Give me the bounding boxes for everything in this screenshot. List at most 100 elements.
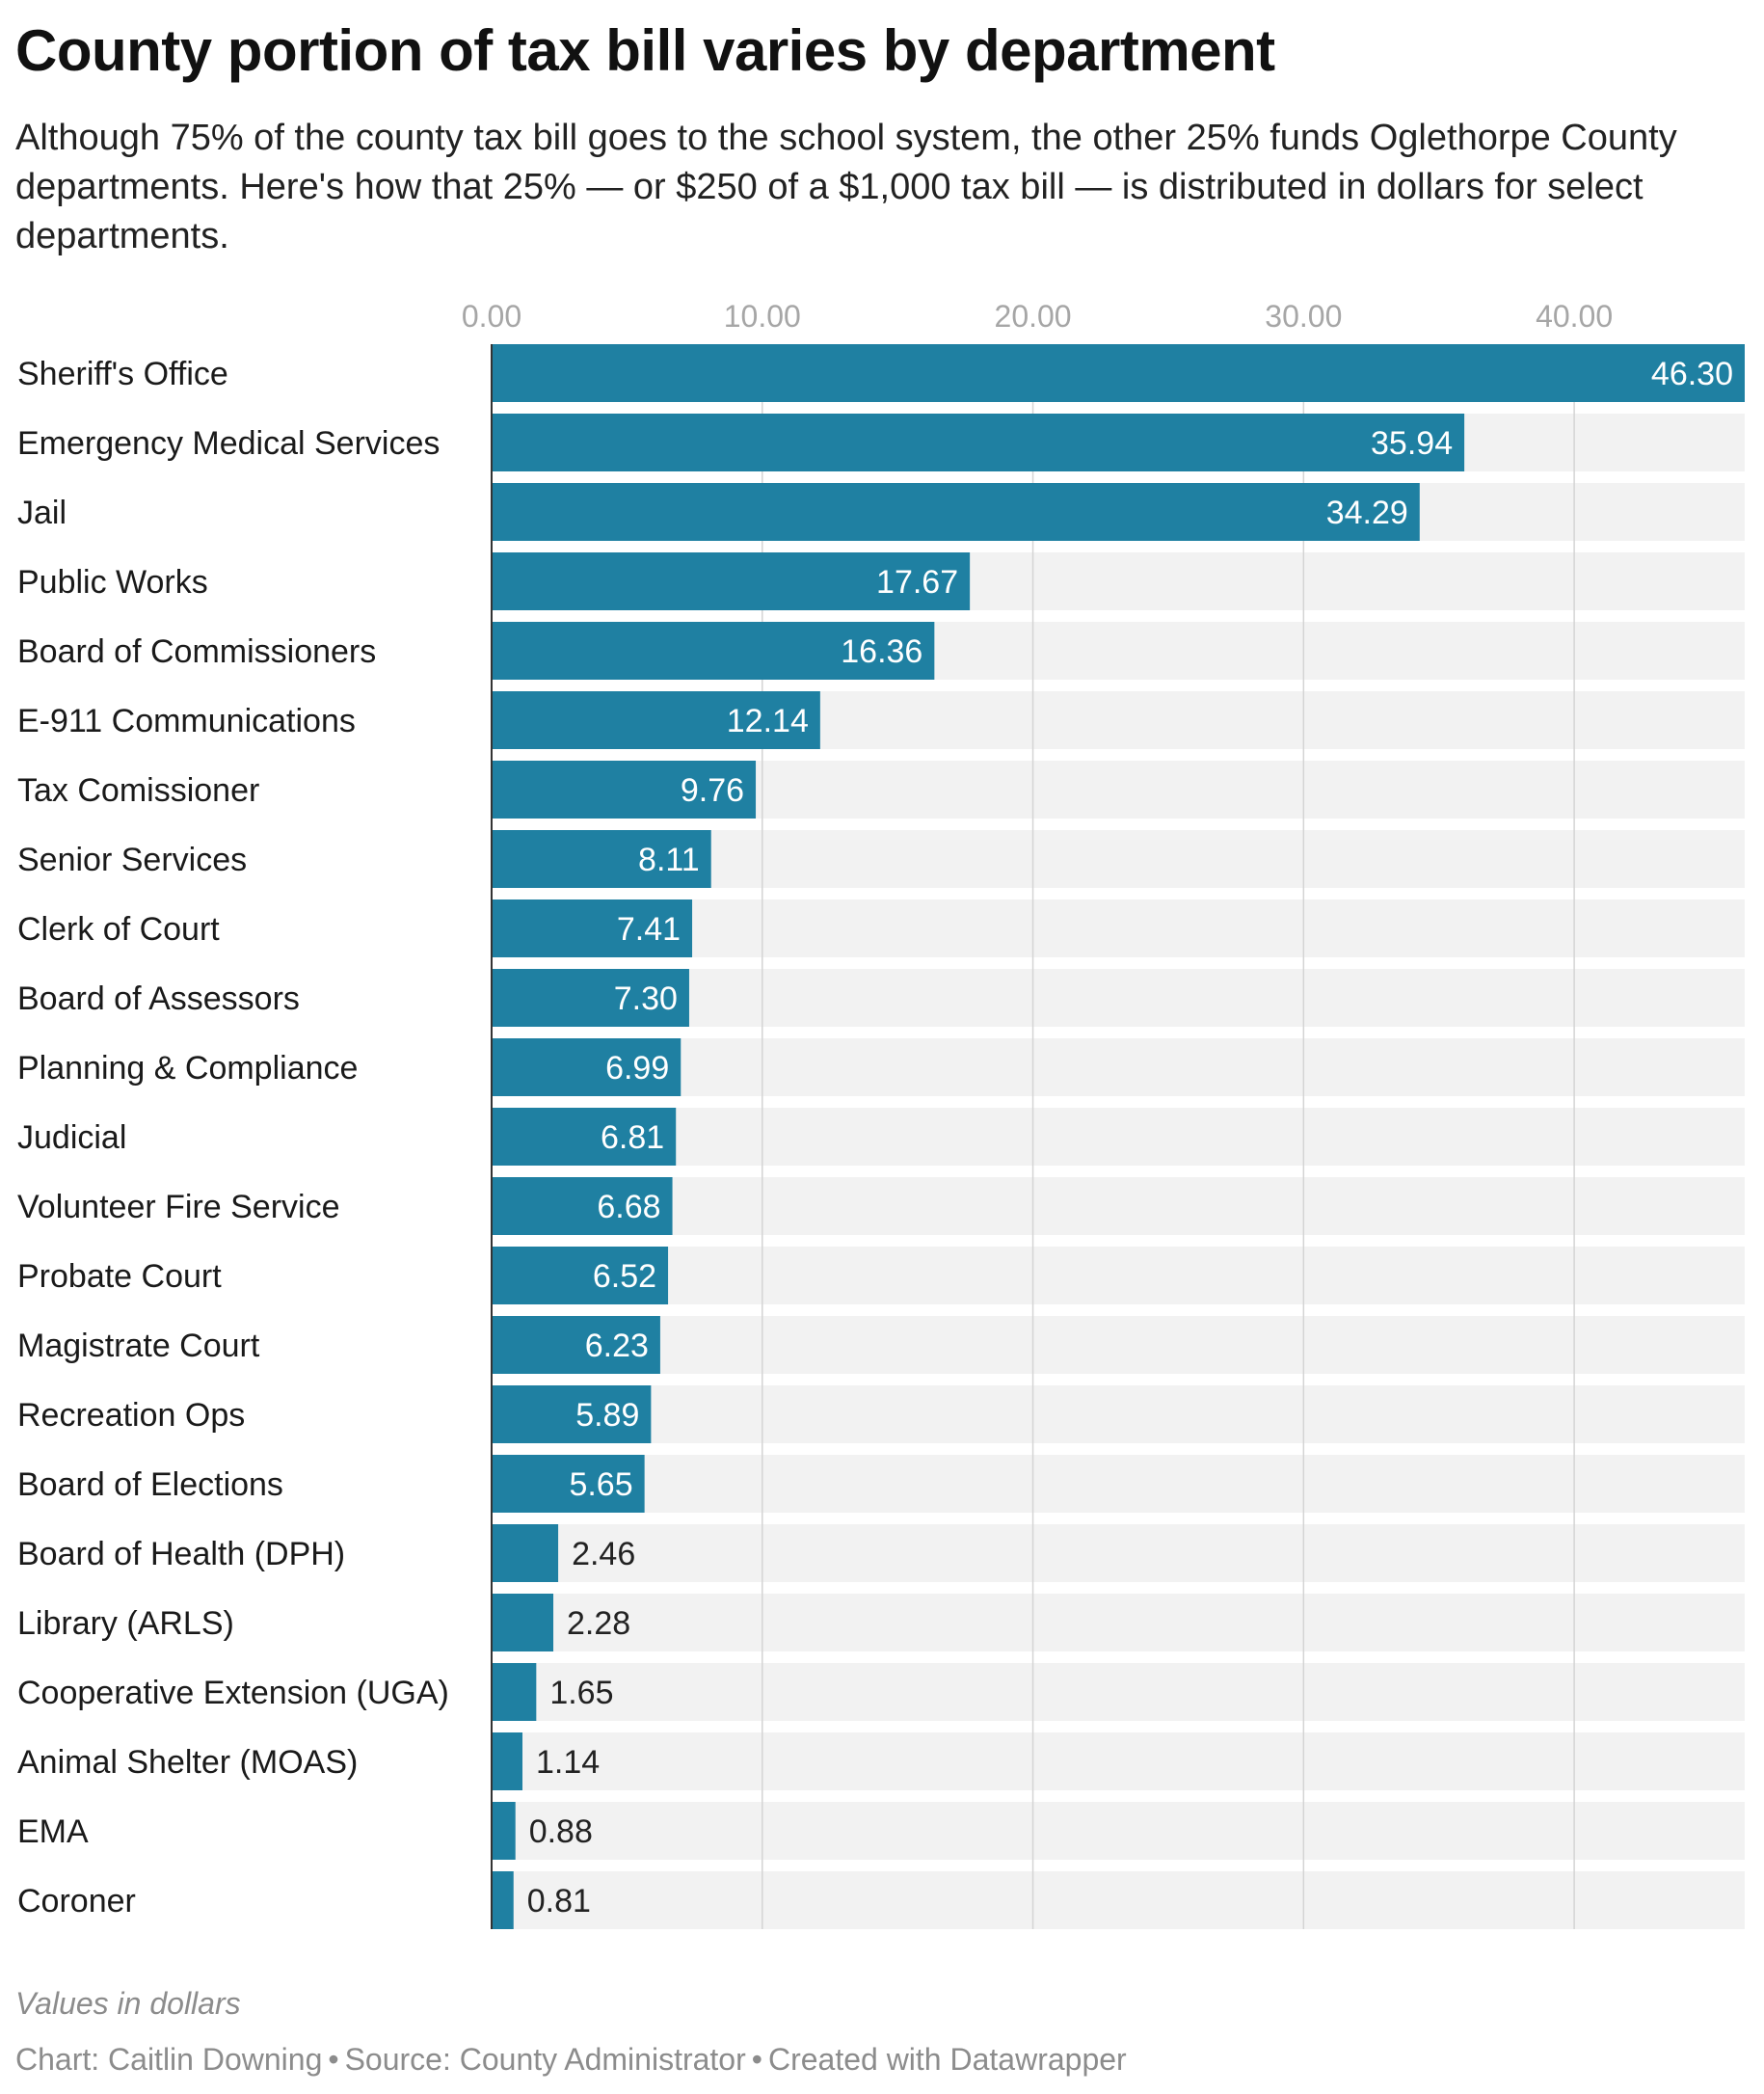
bar — [492, 1732, 523, 1790]
bar-row: Library (ARLS) 2.28 — [17, 1594, 630, 1651]
bar-track — [492, 1732, 1745, 1790]
bar — [492, 1038, 682, 1096]
bar-track — [492, 899, 1745, 957]
bar-row: Public Works 17.67 — [17, 552, 971, 610]
bar-track — [492, 1524, 1745, 1582]
bar — [492, 552, 971, 610]
bar-row: Senior Services 8.11 — [17, 830, 711, 888]
bar — [492, 483, 1420, 541]
category-label: Probate Court — [17, 1258, 222, 1295]
chart-footer: Chart: Caitlin Downing • Source: County Ad… — [15, 2042, 1127, 2078]
source-credit: Source: County Administrator — [344, 2042, 746, 2077]
value-label: 6.23 — [585, 1328, 649, 1364]
bar — [492, 1316, 660, 1374]
bar — [492, 1177, 673, 1235]
bar-row: E-911 Communications 12.14 — [17, 691, 820, 749]
category-label: Recreation Ops — [17, 1397, 245, 1434]
value-label: 12.14 — [727, 703, 809, 739]
bar — [492, 1385, 652, 1443]
bar-track — [492, 1871, 1745, 1929]
chart-title: County portion of tax bill varies by dep… — [15, 18, 1275, 83]
category-label: Sheriff's Office — [17, 356, 228, 392]
category-label: Planning & Compliance — [17, 1050, 358, 1087]
bar — [492, 969, 689, 1027]
bar-row: Emergency Medical Services 35.94 — [17, 414, 1465, 471]
value-label: 34.29 — [1326, 495, 1408, 531]
bar-row: Jail 34.29 — [17, 483, 1420, 541]
bar — [492, 1594, 554, 1651]
value-label: 0.88 — [529, 1813, 593, 1850]
value-label: 6.68 — [597, 1189, 660, 1225]
value-label: 8.11 — [638, 842, 700, 878]
bar-row: Clerk of Court 7.41 — [17, 899, 693, 957]
category-label: EMA — [17, 1813, 89, 1850]
bar — [492, 1871, 514, 1929]
bar-row: Sheriff's Office 46.30 — [17, 344, 1745, 402]
footer-separator: • — [751, 2042, 762, 2077]
bar-track — [492, 1385, 1745, 1443]
category-label: Senior Services — [17, 842, 247, 878]
bar-row: Animal Shelter (MOAS) 1.14 — [17, 1732, 600, 1790]
category-label: Judicial — [17, 1119, 126, 1156]
bar — [492, 1108, 677, 1166]
category-label: Emergency Medical Services — [17, 425, 440, 462]
category-label: Volunteer Fire Service — [17, 1189, 340, 1225]
value-label: 16.36 — [841, 633, 922, 670]
value-label: 5.65 — [569, 1466, 632, 1503]
category-label: Public Works — [17, 564, 208, 601]
category-label: Coroner — [17, 1883, 136, 1920]
category-label: Magistrate Court — [17, 1328, 260, 1364]
value-label: 1.65 — [549, 1675, 613, 1711]
bar-row: Cooperative Extension (UGA) 1.65 — [17, 1663, 614, 1721]
bar-row: Tax Comissioner 9.76 — [17, 761, 757, 819]
chart-credit: Chart: Caitlin Downing — [15, 2042, 323, 2077]
bar-track — [492, 1038, 1745, 1096]
bar — [492, 1663, 537, 1721]
value-label: 0.81 — [527, 1883, 591, 1920]
bar — [492, 622, 935, 680]
bar-row: Planning & Compliance 6.99 — [17, 1038, 682, 1096]
chart-subtitle: Although 75% of the county tax bill goes… — [15, 118, 1677, 256]
x-axis-tick-labels: 0.00 10.00 20.00 30.00 40.00 — [462, 299, 1613, 334]
bar-row: Magistrate Court 6.23 — [17, 1316, 660, 1374]
bar-row: Board of Commissioners 16.36 — [17, 622, 935, 680]
bar — [492, 899, 693, 957]
category-label: Board of Elections — [17, 1466, 283, 1503]
bar-row: Board of Assessors 7.30 — [17, 969, 689, 1027]
category-label: Animal Shelter (MOAS) — [17, 1744, 358, 1781]
x-tick-label: 30.00 — [1265, 299, 1342, 334]
bar — [492, 414, 1465, 471]
bar-row: Judicial 6.81 — [17, 1108, 677, 1166]
category-label: Tax Comissioner — [17, 772, 259, 809]
category-label: Jail — [17, 495, 67, 531]
footer-separator: • — [328, 2042, 339, 2077]
x-tick-label: 0.00 — [462, 299, 521, 334]
category-label: Board of Commissioners — [17, 633, 376, 670]
bar-rows: Sheriff's Office 46.30 Emergency Medical S… — [17, 344, 1745, 1929]
bar — [492, 691, 820, 749]
value-label: 17.67 — [876, 564, 958, 601]
x-tick-label: 40.00 — [1536, 299, 1613, 334]
category-label: Board of Health (DPH) — [17, 1536, 345, 1572]
bar — [492, 344, 1745, 402]
x-tick-label: 10.00 — [724, 299, 801, 334]
bar — [492, 1455, 645, 1513]
bar-track — [492, 1177, 1745, 1235]
category-label: E-911 Communications — [17, 703, 356, 739]
bar-row: Board of Health (DPH) 2.46 — [17, 1524, 635, 1582]
bar-track — [492, 1247, 1745, 1304]
bar-track — [492, 1316, 1745, 1374]
value-label: 1.14 — [536, 1744, 600, 1781]
bar — [492, 1247, 669, 1304]
bar-track — [492, 1802, 1745, 1860]
value-label: 7.41 — [617, 911, 681, 948]
value-label: 35.94 — [1371, 425, 1453, 462]
bar — [492, 761, 757, 819]
bar-track — [492, 969, 1745, 1027]
value-label: 6.99 — [605, 1050, 669, 1087]
category-label: Library (ARLS) — [17, 1605, 234, 1642]
category-label: Cooperative Extension (UGA) — [17, 1675, 449, 1711]
value-label: 9.76 — [681, 772, 744, 809]
value-label: 2.46 — [572, 1536, 635, 1572]
x-tick-label: 20.00 — [995, 299, 1072, 334]
